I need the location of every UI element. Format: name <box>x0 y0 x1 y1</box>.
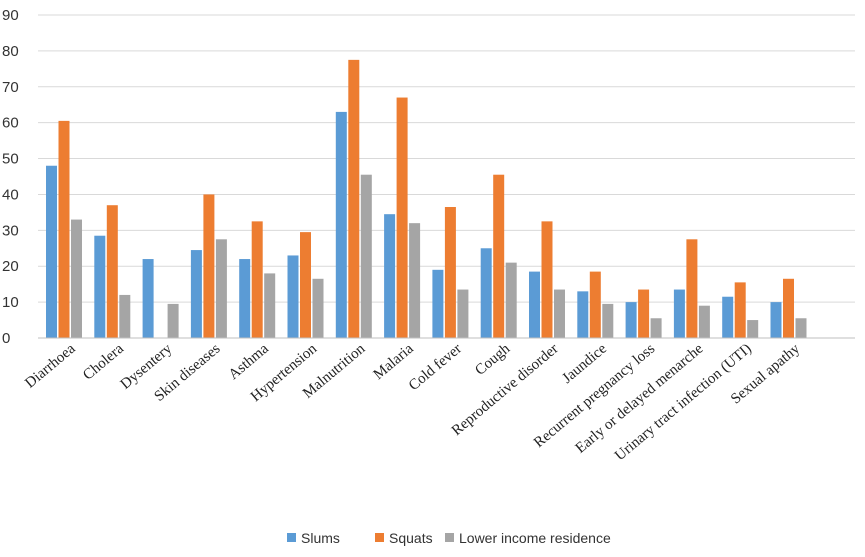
bar-slums <box>480 248 492 338</box>
legend-swatch <box>375 533 384 542</box>
bar-slums <box>625 302 637 338</box>
y-tick-label: 30 <box>2 222 19 239</box>
bar-lower-income-residence <box>119 294 131 338</box>
bar-lower-income-residence <box>698 305 710 338</box>
bar-lower-income-residence <box>747 320 759 338</box>
bar-slums <box>770 302 782 338</box>
legend-label: Lower income residence <box>459 530 611 546</box>
y-tick-label: 80 <box>2 43 19 60</box>
bar-slums <box>239 259 251 338</box>
bar-lower-income-residence <box>554 289 565 338</box>
bar-lower-income-residence <box>264 273 276 338</box>
bar-squats <box>106 205 118 338</box>
legend-swatch <box>287 533 296 542</box>
y-tick-label: 60 <box>2 115 19 132</box>
bar-squats <box>58 120 70 338</box>
y-tick-label: 10 <box>2 294 19 311</box>
bar-slums <box>46 165 57 338</box>
y-axis-ticks: 0 10 20 30 40 50 60 70 80 90 <box>2 7 19 347</box>
bar-slums <box>287 255 299 338</box>
legend-label: Squats <box>389 530 433 546</box>
bar-lower-income-residence <box>215 239 227 338</box>
legend-swatch <box>445 533 454 542</box>
bar-lower-income-residence <box>312 278 324 338</box>
bar-lower-income-residence <box>409 223 421 338</box>
legend: Slums Squats Lower income residence <box>287 530 611 546</box>
bar-slums <box>722 296 734 338</box>
bar-slums <box>94 235 106 338</box>
bars <box>46 59 807 339</box>
bar-squats <box>396 97 408 339</box>
bar-slums <box>577 291 589 338</box>
bar-lower-income-residence <box>505 262 517 338</box>
bar-squats <box>783 278 794 338</box>
gridlines <box>38 14 855 303</box>
y-tick-label: 90 <box>2 7 19 24</box>
x-category-label: Diarrhoea <box>22 341 78 392</box>
bar-slums <box>673 289 685 338</box>
bar-slums <box>335 111 347 339</box>
bar-squats <box>203 194 215 338</box>
bar-slums <box>190 250 202 338</box>
bar-slums <box>529 271 540 338</box>
bar-squats <box>589 271 601 338</box>
bar-squats <box>734 282 746 338</box>
bar-lower-income-residence <box>71 219 82 338</box>
bar-lower-income-residence <box>457 289 469 338</box>
bar-slums <box>432 269 444 338</box>
x-category-label: Asthma <box>226 341 272 383</box>
y-tick-label: 20 <box>2 258 19 275</box>
bar-squats <box>300 232 311 338</box>
bar-squats <box>638 289 650 338</box>
bar-lower-income-residence <box>167 303 179 338</box>
bar-squats <box>541 221 553 338</box>
bar-squats <box>686 239 698 338</box>
x-category-label: Cold fever <box>406 341 465 394</box>
bar-slums <box>142 259 154 338</box>
y-tick-label: 50 <box>2 151 19 168</box>
legend-label: Slums <box>301 530 340 546</box>
y-tick-label: 0 <box>2 330 10 347</box>
bar-lower-income-residence <box>650 318 662 338</box>
bar-lower-income-residence <box>795 318 807 338</box>
y-tick-label: 40 <box>2 186 19 203</box>
bar-squats <box>444 207 456 338</box>
bar-slums <box>384 214 396 338</box>
y-tick-label: 70 <box>2 79 19 96</box>
bar-squats <box>348 59 360 338</box>
bar-squats <box>251 221 263 338</box>
bar-lower-income-residence <box>360 174 372 338</box>
x-category-label: Malaria <box>371 341 417 383</box>
x-category-label: Cough <box>472 340 513 378</box>
bar-squats <box>493 174 505 338</box>
bar-lower-income-residence <box>602 303 614 338</box>
